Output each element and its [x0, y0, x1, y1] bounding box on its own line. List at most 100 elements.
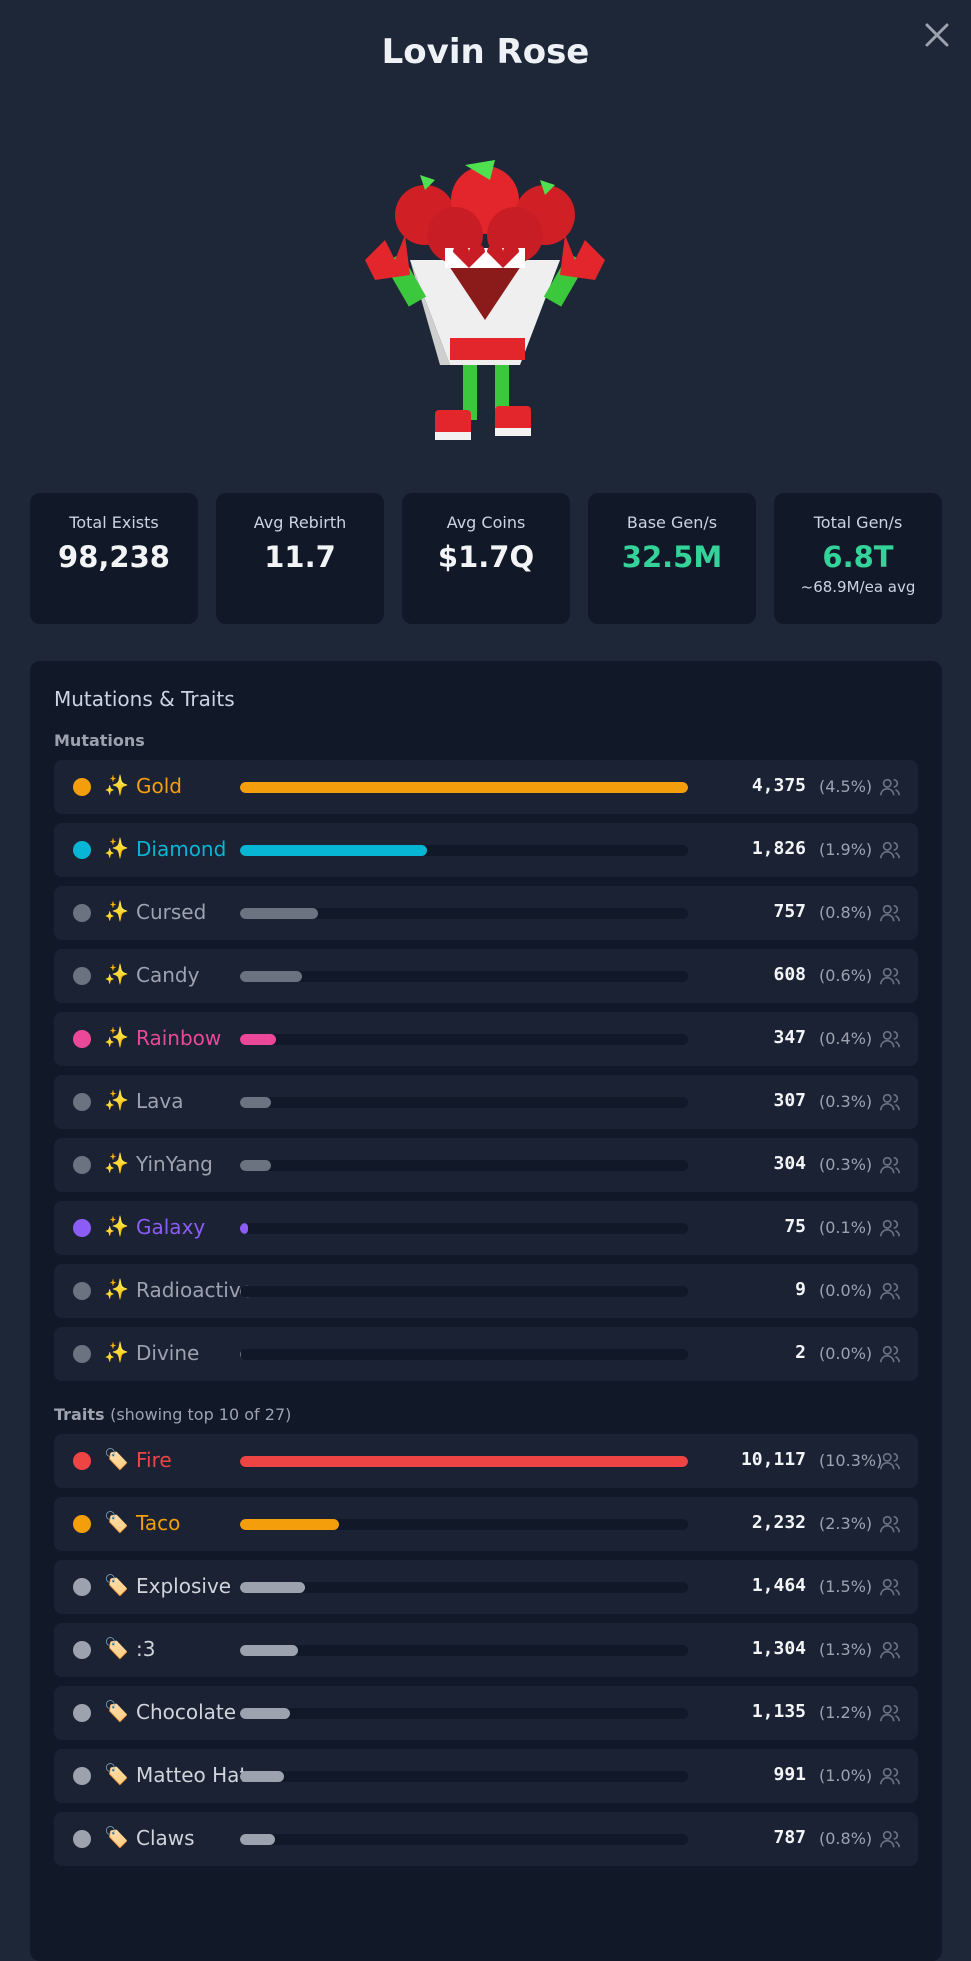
row-share: (2.3%): [819, 1514, 872, 1533]
section-title: Traits (showing top 10 of 27): [54, 1405, 918, 1424]
row-name: Galaxy: [136, 1215, 205, 1239]
owners-icon[interactable]: [879, 1343, 901, 1365]
color-dot: [73, 1578, 91, 1596]
count-bar: [240, 845, 427, 856]
row-share: (0.1%): [819, 1218, 872, 1237]
color-dot: [73, 1219, 91, 1237]
row-count: 347: [773, 1027, 806, 1048]
bar-track: [240, 971, 688, 982]
stat-value: 11.7: [216, 540, 384, 574]
color-dot: [73, 1030, 91, 1048]
row-icon: 🏷️: [104, 1510, 129, 1534]
bar-track: [240, 1708, 688, 1719]
count-bar: [240, 908, 318, 919]
owners-icon[interactable]: [879, 1513, 901, 1535]
owners-icon[interactable]: [879, 1828, 901, 1850]
owners-icon[interactable]: [879, 1639, 901, 1661]
bar-track: [240, 1456, 688, 1467]
count-bar: [240, 1645, 298, 1656]
row-icon: ✨: [104, 1025, 129, 1049]
row-icon: 🏷️: [104, 1447, 129, 1471]
row-name: Rainbow: [136, 1026, 221, 1050]
owners-icon[interactable]: [879, 965, 901, 987]
row-share: (1.0%): [819, 1766, 872, 1785]
row-count: 304: [773, 1153, 806, 1174]
count-bar: [240, 1034, 276, 1045]
stat-note: ~68.9M/ea avg: [774, 578, 942, 596]
row-name: Chocolate: [136, 1700, 236, 1724]
section-title: Mutations: [54, 731, 918, 750]
row-name: Explosive: [136, 1574, 231, 1598]
close-button[interactable]: [920, 18, 954, 52]
stat-label: Total Exists: [30, 513, 198, 532]
row-icon: ✨: [104, 836, 129, 860]
bar-track: [240, 1349, 688, 1360]
owners-icon[interactable]: [879, 1450, 901, 1472]
bar-track: [240, 1771, 688, 1782]
bar-track: [240, 1645, 688, 1656]
owners-icon[interactable]: [879, 776, 901, 798]
row-share: (0.8%): [819, 903, 872, 922]
row-count: 10,117: [741, 1449, 806, 1470]
owners-icon[interactable]: [879, 1154, 901, 1176]
owners-icon[interactable]: [879, 1028, 901, 1050]
owners-icon[interactable]: [879, 1091, 901, 1113]
row-icon: 🏷️: [104, 1636, 129, 1660]
row-icon: 🏷️: [104, 1699, 129, 1723]
bar-track: [240, 1097, 688, 1108]
panel-title: Mutations & Traits: [54, 687, 918, 711]
title: Lovin Rose: [0, 32, 971, 72]
row-count: 1,304: [752, 1638, 806, 1659]
row-name: Matteo Hat: [136, 1763, 247, 1787]
row-count: 1,135: [752, 1701, 806, 1722]
section-name: Traits: [54, 1405, 105, 1424]
bar-track: [240, 782, 688, 793]
bar-track: [240, 1582, 688, 1593]
count-bar: [240, 1708, 290, 1719]
row-icon: ✨: [104, 1151, 129, 1175]
color-dot: [73, 1704, 91, 1722]
row-share: (10.3%): [819, 1451, 882, 1470]
color-dot: [73, 1282, 91, 1300]
section-subtitle: (showing top 10 of 27): [110, 1405, 291, 1424]
owners-icon[interactable]: [879, 1576, 901, 1598]
color-dot: [73, 904, 91, 922]
owners-icon[interactable]: [879, 1280, 901, 1302]
bar-track: [240, 908, 688, 919]
owners-icon[interactable]: [879, 902, 901, 924]
count-bar: [240, 1771, 284, 1782]
row-icon: 🏷️: [104, 1573, 129, 1597]
row-count: 608: [773, 964, 806, 985]
row-share: (4.5%): [819, 777, 872, 796]
color-dot: [73, 841, 91, 859]
row-share: (0.3%): [819, 1092, 872, 1111]
row-name: Radioactive: [136, 1278, 253, 1302]
bar-track: [240, 1034, 688, 1045]
page: Lovin Rose html, body { margin: 0; paddi…: [0, 0, 971, 1878]
color-dot: [73, 1452, 91, 1470]
count-bar: [240, 1456, 688, 1467]
row-icon: ✨: [104, 1277, 129, 1301]
owners-icon[interactable]: [879, 1702, 901, 1724]
row-count: 4,375: [752, 775, 806, 796]
stat-value: 32.5M: [588, 540, 756, 574]
row-icon: ✨: [104, 962, 129, 986]
row-share: (1.9%): [819, 840, 872, 859]
owners-icon[interactable]: [879, 1217, 901, 1239]
owners-icon[interactable]: [879, 1765, 901, 1787]
row-count: 307: [773, 1090, 806, 1111]
row-share: (0.8%): [819, 1829, 872, 1848]
row-icon: ✨: [104, 1214, 129, 1238]
owners-icon[interactable]: [879, 839, 901, 861]
row-count: 991: [773, 1764, 806, 1785]
